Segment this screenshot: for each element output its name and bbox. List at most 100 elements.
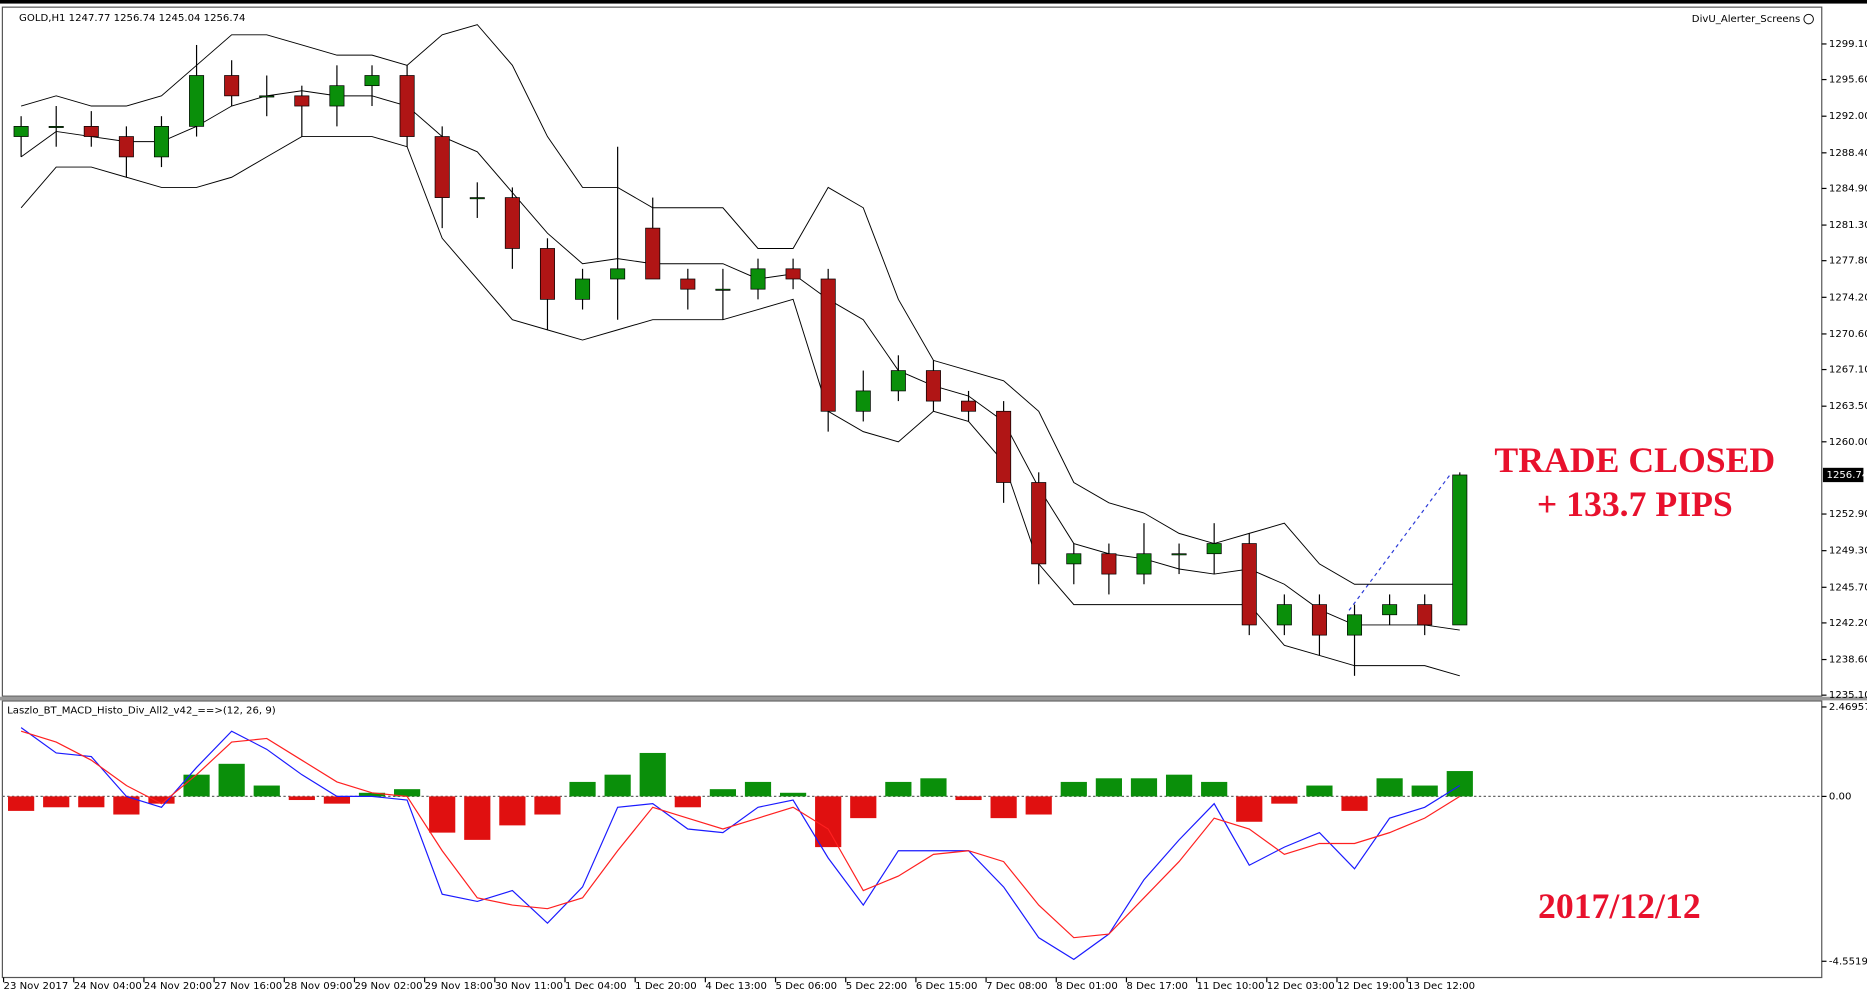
candle-body (504, 197, 520, 249)
y-tick-label: 1249.30 (1829, 546, 1867, 557)
candle-body (294, 95, 310, 107)
y-tick-label: 1252.90 (1829, 509, 1867, 520)
y-tick-label: 0.00 (1829, 791, 1852, 802)
y-tick-label: 1288.40 (1829, 148, 1867, 159)
y-tick-label: 1292.00 (1829, 111, 1867, 122)
histogram-bar (253, 785, 280, 797)
y-tick-label: 1277.80 (1829, 256, 1867, 267)
histogram-bar (78, 796, 105, 808)
y-tick-label: 1281.30 (1829, 220, 1867, 231)
candle-body (785, 268, 801, 280)
histogram-bar (113, 796, 140, 815)
price-frame (1, 6, 1823, 697)
candle-body (1101, 553, 1117, 575)
histogram-bar (499, 796, 526, 826)
candle-body (399, 75, 415, 137)
last-price-box (1822, 467, 1864, 483)
y-tick-label: 1299.10 (1829, 39, 1867, 50)
histogram-bar (394, 789, 421, 797)
histogram-bar (8, 796, 35, 811)
histogram-bar (43, 796, 70, 808)
histogram-bar (1411, 785, 1438, 797)
y-tick-label: 1242.20 (1829, 618, 1867, 629)
y-tick-label: 1284.90 (1829, 183, 1867, 194)
y-tick-label: 1274.20 (1829, 292, 1867, 303)
top-border (0, 0, 1867, 4)
histogram-bar (815, 796, 842, 848)
histogram-bar (639, 752, 666, 797)
histogram-bar (464, 796, 491, 840)
histogram-bar (1060, 781, 1087, 797)
histogram-bar (1306, 785, 1333, 797)
y-tick-label: 1235.10 (1829, 690, 1867, 701)
candle-body (13, 126, 29, 137)
candle-body (83, 126, 99, 137)
y-tick-label: 1260.00 (1829, 437, 1867, 448)
bollinger-upper (20, 24, 1460, 585)
indicator-label: DivU_Alerter_Screens (1692, 14, 1800, 25)
x-tick-label: 1 Dec 20:00 (635, 981, 697, 992)
histogram-bar (955, 796, 982, 801)
candle-body (750, 268, 766, 290)
histogram-bar (990, 796, 1017, 819)
candle-body (1241, 543, 1257, 626)
candle-body (1417, 604, 1433, 626)
macd-line (20, 730, 1461, 939)
candle-body (329, 85, 345, 107)
histogram-bar (1201, 781, 1228, 797)
candle-body (189, 75, 205, 127)
candle-body (1382, 604, 1398, 616)
candle-body (1347, 614, 1363, 636)
candle-body (715, 288, 731, 291)
candle-body (224, 75, 240, 97)
macd-title: Laszlo_BT_MACD_Histo_Div_All2_v42_==>(12… (7, 705, 276, 716)
y-tick-label: 1295.60 (1829, 75, 1867, 86)
candle-body (48, 126, 64, 128)
x-tick-label: 4 Dec 13:00 (705, 981, 767, 992)
x-tick-label: 29 Nov 18:00 (425, 981, 493, 992)
x-tick-label: 7 Dec 08:00 (986, 981, 1048, 992)
candle-body (118, 136, 134, 158)
x-tick-label: 1 Dec 04:00 (565, 981, 627, 992)
candle-body (890, 370, 906, 392)
candle-body (925, 370, 941, 402)
candle-body (364, 75, 380, 87)
candle-body (469, 197, 485, 200)
histogram-bar (1095, 778, 1122, 797)
x-tick-label: 8 Dec 01:00 (1056, 981, 1118, 992)
macd-line (20, 727, 1461, 961)
histogram-bar (1376, 778, 1403, 797)
bollinger-middle (20, 90, 1460, 631)
x-tick-label: 6 Dec 15:00 (916, 981, 978, 992)
x-tick-label: 29 Nov 02:00 (354, 981, 422, 992)
candle-body (996, 410, 1012, 483)
histogram-bar (885, 781, 912, 797)
annotation: 2017/12/12 (1538, 886, 1701, 926)
annotation: TRADE CLOSED (1494, 440, 1775, 480)
candle-body (1031, 482, 1047, 565)
x-tick-label: 12 Dec 03:00 (1267, 981, 1335, 992)
x-tick-label: 23 Nov 2017 (4, 981, 69, 992)
candle-body (259, 95, 275, 98)
y-tick-label: 1270.60 (1829, 329, 1867, 340)
histogram-bar (218, 763, 245, 797)
y-tick-label: 2.469576 (1829, 702, 1867, 713)
x-tick-label: 12 Dec 19:00 (1337, 981, 1405, 992)
candle-body (680, 278, 696, 290)
x-tick-label: 24 Nov 20:00 (144, 981, 212, 992)
histogram-bar (850, 796, 877, 819)
candle-body (1171, 553, 1187, 556)
histogram-bar (323, 796, 351, 804)
histogram-bar (1130, 778, 1158, 797)
histogram-bar (920, 778, 947, 797)
x-tick-label: 24 Nov 04:00 (74, 981, 142, 992)
y-tick-label: 1238.60 (1829, 655, 1867, 666)
last-price-label: 1256.74 (1827, 470, 1867, 481)
indicator-frame (1, 700, 1823, 979)
histogram-bar (429, 796, 456, 833)
candle-body (539, 248, 555, 300)
candle-body (1206, 543, 1222, 555)
histogram-bar (1446, 771, 1473, 797)
histogram-bar (709, 789, 737, 797)
candle-body (1311, 604, 1327, 636)
